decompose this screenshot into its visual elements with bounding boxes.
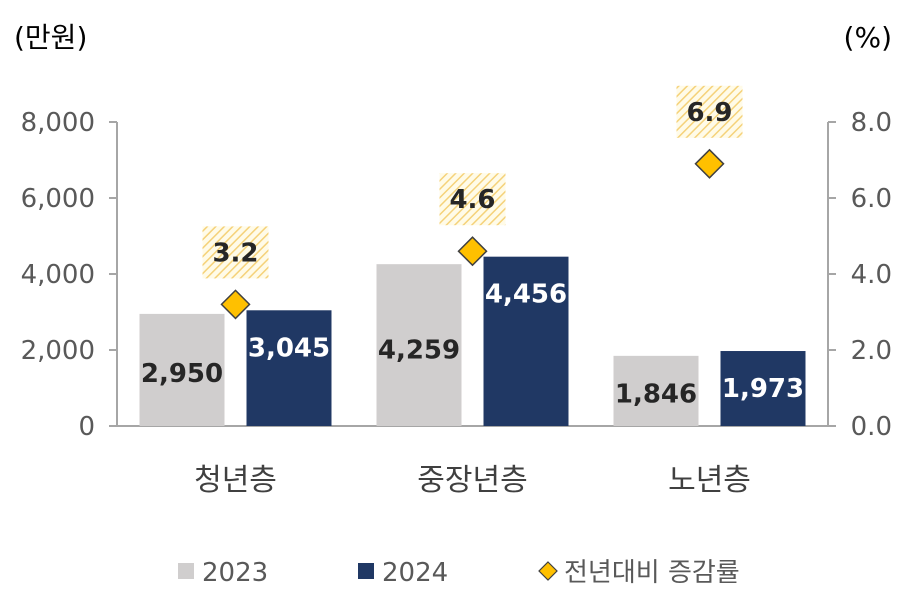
bar-2023 [139, 313, 225, 426]
bar-value-label: 3,045 [248, 333, 330, 363]
rate-marker [694, 148, 725, 179]
bar-2024 [483, 256, 569, 426]
right-tick-label: 6.0 [851, 184, 892, 214]
left-tick-label: 8,000 [21, 108, 95, 138]
bar-2023 [376, 264, 462, 426]
left-tick-label: 0 [78, 412, 95, 442]
category-labels: 청년층 중장년층 노년층 [194, 463, 751, 498]
bar-value-label: 1,973 [722, 374, 804, 404]
rate-marker [457, 236, 488, 267]
legend-swatch [358, 563, 374, 579]
bar-value-label: 4,456 [485, 280, 567, 310]
left-tick-label: 6,000 [21, 184, 95, 214]
bar-2024 [720, 351, 806, 426]
right-axis-unit: (%) [844, 21, 892, 54]
rate-value-label: 3.2 [212, 238, 258, 268]
left-tick-label: 4,000 [21, 260, 95, 290]
legend-swatch [178, 563, 194, 579]
rate-value-label: 4.6 [449, 185, 495, 215]
legend: 2023 2024 전년대비 증감률 [178, 558, 740, 588]
left-tick-label: 2,000 [21, 336, 95, 366]
left-y-axis: 0 2,000 4,000 6,000 8,000 [21, 108, 828, 442]
bar-value-label: 1,846 [615, 379, 697, 409]
legend-swatch [538, 561, 558, 581]
bar-value-label: 2,950 [141, 359, 223, 389]
bar-2023 [613, 355, 699, 426]
rate-label-background [676, 85, 743, 138]
right-tick-label: 2.0 [851, 336, 892, 366]
category-label: 노년층 [668, 463, 751, 498]
rate-marker [220, 289, 251, 320]
rate-label-background [439, 173, 506, 226]
rate-series-group: 3.2 4.6 6.9 [202, 85, 743, 320]
right-tick-label: 8.0 [851, 108, 892, 138]
right-tick-label: 4.0 [851, 260, 892, 290]
rate-value-label: 6.9 [686, 98, 732, 128]
legend-label: 2023 [202, 558, 268, 588]
bar-series-group: 2,950 3,045 4,259 4,456 1,846 1,973 [139, 256, 806, 426]
legend-label: 2024 [382, 558, 448, 588]
bar-value-label: 4,259 [378, 335, 460, 365]
category-label: 청년층 [194, 463, 277, 498]
right-tick-label: 0.0 [851, 412, 892, 442]
rate-label-background [202, 226, 269, 279]
legend-label: 전년대비 증감률 [564, 558, 740, 588]
right-y-axis: 0.0 2.0 4.0 6.0 8.0 [827, 108, 892, 442]
left-axis-unit: (만원) [14, 21, 87, 54]
bar-2024 [246, 310, 332, 426]
category-label: 중장년층 [417, 463, 527, 498]
